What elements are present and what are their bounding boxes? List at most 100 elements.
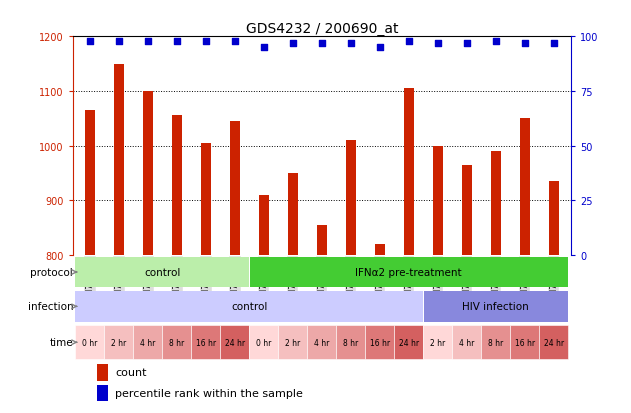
Point <box>201 38 211 45</box>
Text: GSM757660: GSM757660 <box>491 258 500 304</box>
Bar <box>394 325 423 359</box>
Bar <box>76 291 423 322</box>
Point <box>404 38 414 45</box>
Text: 0 hr: 0 hr <box>256 338 271 347</box>
Bar <box>423 325 452 359</box>
Text: GSM757653: GSM757653 <box>288 258 297 304</box>
Text: percentile rank within the sample: percentile rank within the sample <box>115 388 303 398</box>
Bar <box>85 111 95 255</box>
Text: 2 hr: 2 hr <box>111 338 127 347</box>
Text: 4 hr: 4 hr <box>140 338 156 347</box>
Bar <box>510 325 539 359</box>
Text: GSM757646: GSM757646 <box>85 258 95 304</box>
Bar <box>220 325 249 359</box>
Text: GSM757647: GSM757647 <box>114 258 124 304</box>
Point <box>375 45 385 51</box>
Text: GSM757661: GSM757661 <box>520 258 529 304</box>
Text: 2 hr: 2 hr <box>285 338 300 347</box>
Text: GSM757655: GSM757655 <box>346 258 355 304</box>
Bar <box>307 325 336 359</box>
Text: 4 hr: 4 hr <box>459 338 475 347</box>
Text: protocol: protocol <box>30 267 73 278</box>
Bar <box>98 385 109 401</box>
Bar <box>114 64 124 255</box>
Bar <box>288 173 298 255</box>
Bar <box>162 325 191 359</box>
Text: 24 hr: 24 hr <box>399 338 419 347</box>
Bar <box>76 257 249 288</box>
Bar <box>404 89 414 255</box>
Bar <box>259 195 269 255</box>
Point <box>491 38 501 45</box>
Title: GDS4232 / 200690_at: GDS4232 / 200690_at <box>245 22 398 36</box>
Bar <box>143 92 153 255</box>
Bar <box>375 244 385 255</box>
Point <box>462 40 472 47</box>
Text: GSM757654: GSM757654 <box>317 258 326 304</box>
Text: 8 hr: 8 hr <box>488 338 504 347</box>
Point <box>143 38 153 45</box>
Point <box>548 40 558 47</box>
Text: GSM757657: GSM757657 <box>404 258 413 304</box>
Point <box>114 38 124 45</box>
Bar <box>365 325 394 359</box>
Bar <box>98 364 109 381</box>
Point <box>317 40 327 47</box>
Bar <box>491 152 501 255</box>
Text: 0 hr: 0 hr <box>82 338 98 347</box>
Text: 8 hr: 8 hr <box>169 338 184 347</box>
Bar <box>250 257 568 288</box>
Text: GSM757656: GSM757656 <box>375 258 384 304</box>
Bar <box>452 325 481 359</box>
Point <box>346 40 356 47</box>
Point <box>433 40 443 47</box>
Bar <box>249 325 278 359</box>
Bar <box>424 291 568 322</box>
Text: 16 hr: 16 hr <box>370 338 390 347</box>
Text: control: control <box>231 301 268 311</box>
Bar <box>105 325 133 359</box>
Text: GSM757658: GSM757658 <box>433 258 442 304</box>
Text: GSM757651: GSM757651 <box>230 258 239 304</box>
Bar <box>317 225 327 255</box>
Text: 8 hr: 8 hr <box>343 338 358 347</box>
Bar <box>230 122 240 255</box>
Text: GSM757649: GSM757649 <box>172 258 181 304</box>
Bar <box>481 325 510 359</box>
Point <box>288 40 298 47</box>
Text: 4 hr: 4 hr <box>314 338 329 347</box>
Text: count: count <box>115 368 146 377</box>
Bar <box>346 141 356 255</box>
Bar <box>278 325 307 359</box>
Bar <box>76 325 105 359</box>
Text: GSM757648: GSM757648 <box>143 258 153 304</box>
Point <box>230 38 240 45</box>
Text: 16 hr: 16 hr <box>196 338 216 347</box>
Bar <box>462 165 472 255</box>
Text: GSM757652: GSM757652 <box>259 258 268 304</box>
Text: infection: infection <box>28 301 73 311</box>
Text: HIV infection: HIV infection <box>463 301 529 311</box>
Point <box>85 38 95 45</box>
Bar <box>172 116 182 255</box>
Bar <box>433 146 443 255</box>
Text: time: time <box>49 337 73 347</box>
Text: control: control <box>144 267 180 278</box>
Point <box>259 45 269 51</box>
Text: 16 hr: 16 hr <box>515 338 534 347</box>
Bar <box>548 182 558 255</box>
Text: GSM757662: GSM757662 <box>549 258 558 304</box>
Bar <box>191 325 220 359</box>
Bar <box>133 325 162 359</box>
Point <box>172 38 182 45</box>
Text: 24 hr: 24 hr <box>225 338 245 347</box>
Text: IFNα2 pre-treatment: IFNα2 pre-treatment <box>355 267 462 278</box>
Point <box>520 40 530 47</box>
Bar <box>336 325 365 359</box>
Bar <box>539 325 568 359</box>
Text: 24 hr: 24 hr <box>543 338 563 347</box>
Bar <box>201 143 211 255</box>
Text: GSM757659: GSM757659 <box>463 258 471 304</box>
Bar <box>519 119 530 255</box>
Text: GSM757650: GSM757650 <box>201 258 210 304</box>
